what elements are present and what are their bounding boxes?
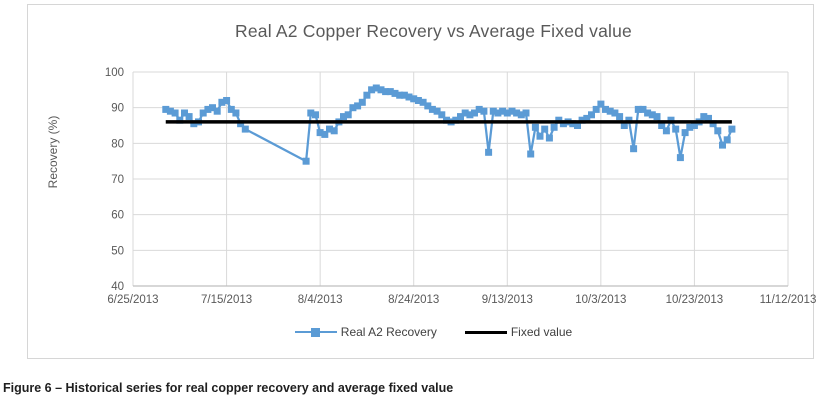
legend-label-fixed-value: Fixed value	[510, 325, 573, 339]
chart-title: Real A2 Copper Recovery vs Average Fixed…	[234, 21, 632, 41]
y-axis-labels: 40 50 60 70 80 90 100	[105, 67, 124, 293]
legend-label-real-a2-recovery: Real A2 Recovery	[340, 325, 437, 339]
line-marker-swatch-icon	[294, 327, 337, 337]
svg-text:80: 80	[111, 138, 124, 150]
svg-text:100: 100	[105, 67, 124, 79]
svg-text:40: 40	[111, 281, 124, 293]
chart-card: Real A2 Copper Recovery vs Average Fixed…	[27, 4, 816, 359]
svg-text:70: 70	[111, 174, 124, 186]
svg-text:10/3/2013: 10/3/2013	[575, 294, 626, 306]
svg-text:50: 50	[111, 245, 124, 257]
chart-plot-area: 40 50 60 70 80 90 100 6/25/2013 7/15/2013 8/4/201…	[105, 67, 817, 306]
svg-text:6/25/2013: 6/25/2013	[107, 294, 158, 306]
svg-text:8/4/2013: 8/4/2013	[298, 294, 343, 306]
y-axis-title: Recovery (%)	[46, 115, 60, 189]
svg-text:60: 60	[111, 210, 124, 222]
legend-item-fixed-value: Fixed value	[464, 325, 573, 339]
black-line-swatch-icon	[464, 327, 507, 337]
svg-text:11/12/2013: 11/12/2013	[760, 294, 817, 306]
chart-legend: Real A2 Recovery Fixed value	[106, 325, 761, 339]
svg-text:8/24/2013: 8/24/2013	[388, 294, 439, 306]
legend-item-real-a2-recovery: Real A2 Recovery	[294, 325, 437, 339]
svg-text:7/15/2013: 7/15/2013	[201, 294, 252, 306]
series-real-a2-recovery	[162, 84, 736, 165]
x-axis-labels: 6/25/2013 7/15/2013 8/4/2013 8/24/2013 9/13/…	[107, 294, 816, 306]
svg-text:90: 90	[111, 103, 124, 115]
gridlines	[132, 71, 789, 287]
svg-text:9/13/2013: 9/13/2013	[482, 294, 533, 306]
svg-text:10/23/2013: 10/23/2013	[666, 294, 724, 306]
figure-caption: Figure 6 – Historical series for real co…	[3, 381, 454, 395]
